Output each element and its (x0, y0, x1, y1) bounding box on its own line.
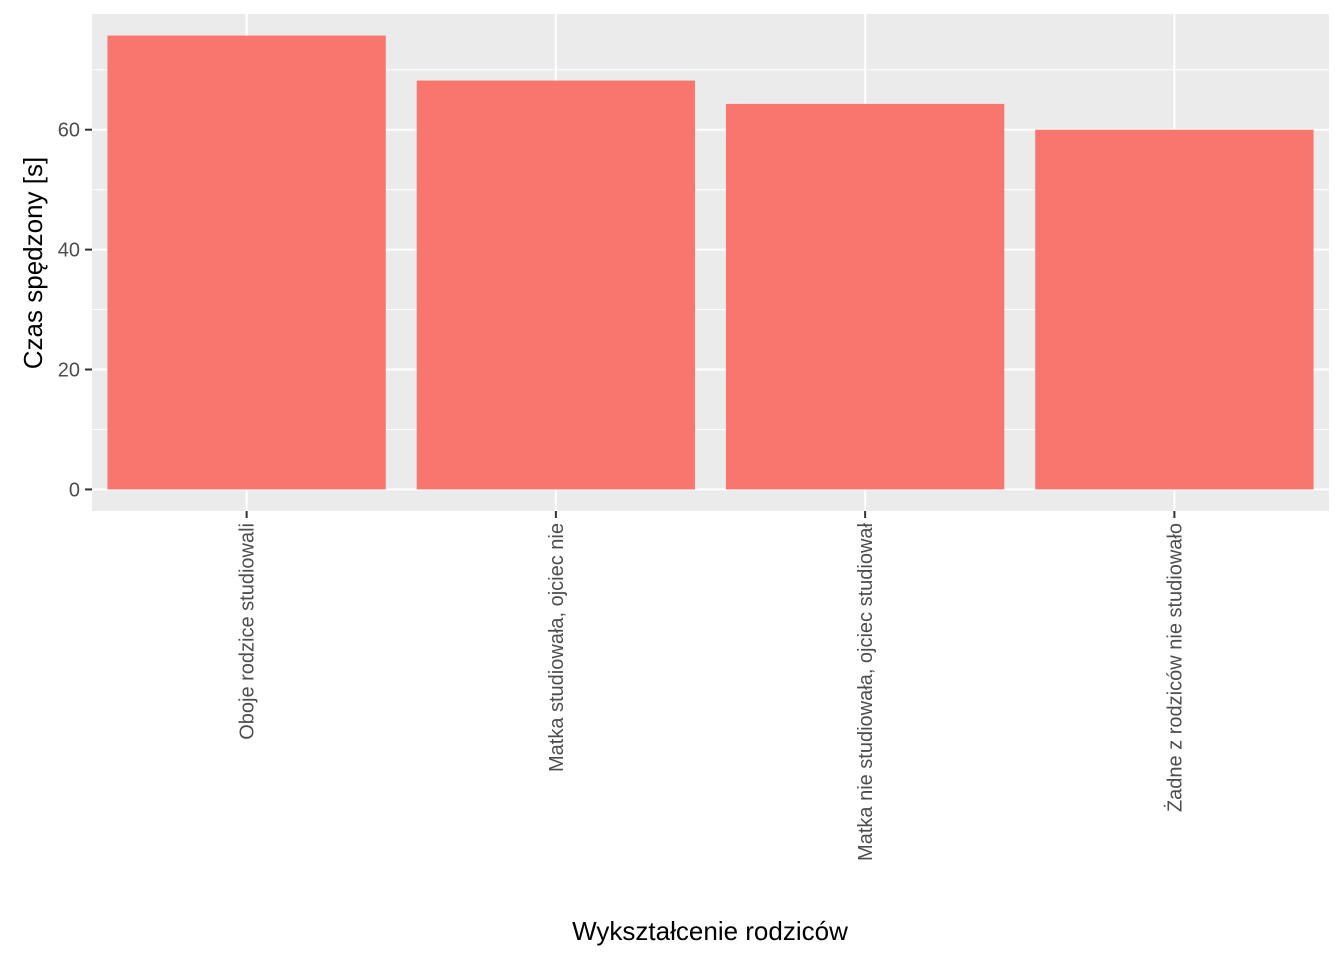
bar (725, 103, 1005, 490)
y-tick-label: 20 (58, 360, 80, 382)
y-tick-label: 40 (58, 240, 80, 262)
bar (416, 80, 696, 490)
x-tick-label: Oboje rodzice studiowali (237, 523, 259, 740)
x-axis: Oboje rodzice studiowali Matka studiowała… (237, 511, 1186, 861)
x-tick-label: Matka nie studiowała, ojciec studiował (855, 522, 877, 861)
x-axis-title: Wykształcenie rodziców (572, 916, 848, 946)
bar (107, 35, 386, 490)
y-axis-title: Czas spędzony [s] (18, 157, 48, 369)
y-tick-label: 0 (69, 479, 80, 501)
bars (107, 35, 1314, 490)
x-tick-label: Matka studiowała, ojciec nie (546, 523, 568, 772)
bar (1035, 129, 1314, 490)
y-axis: 0 20 40 60 (58, 120, 92, 501)
x-tick-label: Żadne z rodziców nie studiowało (1163, 523, 1186, 812)
y-tick-label: 60 (58, 120, 80, 142)
